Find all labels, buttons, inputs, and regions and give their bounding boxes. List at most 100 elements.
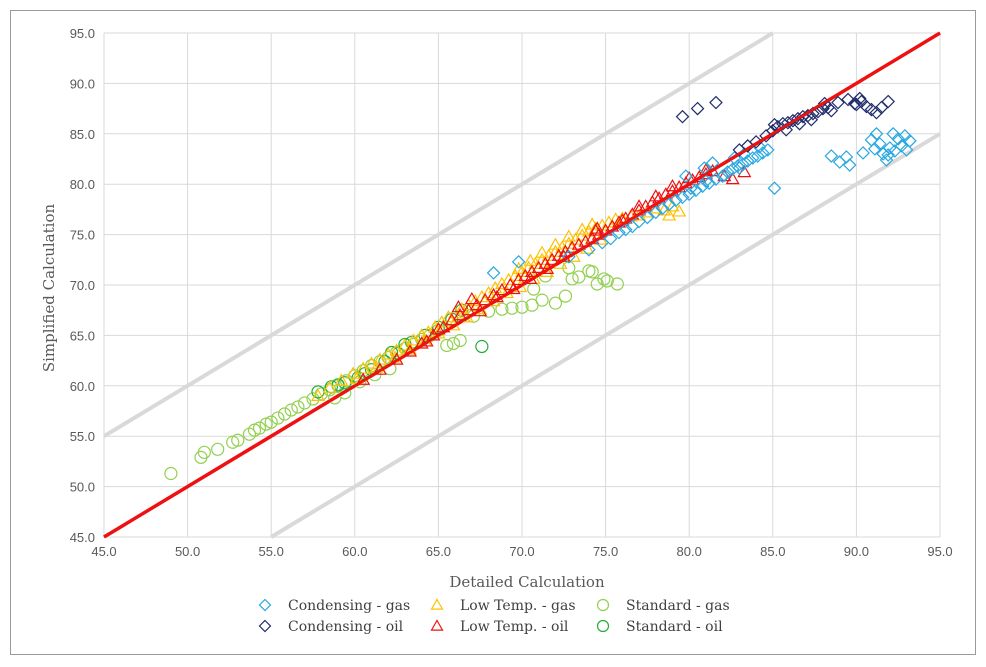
data-point [513,279,528,293]
data-point [668,193,683,208]
data-point [603,231,618,246]
data-point [211,442,225,456]
series-condensing-oil [675,91,896,157]
data-point [648,189,663,202]
data-point [749,135,763,149]
legend: Condensing - gas Condensing - oil Low Temp… [258,598,730,635]
data-point [451,299,466,313]
data-point [640,210,655,225]
data-point [453,333,467,348]
data-point [535,293,549,307]
data-point [334,373,349,386]
grid-lines [103,32,941,538]
y-tick-label: 45.0 [70,530,95,545]
data-point [535,245,550,258]
data-point [252,421,267,435]
data-point [523,253,538,266]
data-point [679,169,693,183]
data-point [682,170,697,184]
legend-marker [596,598,610,612]
data-point [689,183,703,198]
data-point [474,289,489,303]
data-point [655,201,670,216]
data-point [494,276,509,290]
legend-item: Condensing - gas [258,598,410,614]
data-point [831,95,845,110]
data-point [881,148,896,162]
x-tick-label: 55.0 [259,544,284,559]
data-point [414,328,429,341]
data-point [440,338,454,353]
data-point [431,322,446,335]
data-point [561,229,576,242]
data-point [446,336,461,351]
data-point [891,131,906,146]
data-point [824,103,839,118]
legend-label: Condensing - oil [288,619,404,635]
y-tick-label: 70.0 [70,278,95,293]
data-point [610,277,624,291]
y-tick-label: 65.0 [70,328,95,343]
data-point [665,179,680,192]
data-point [612,225,626,240]
data-point [770,119,785,134]
data-points [103,31,941,539]
data-point [755,146,770,160]
y-tick-label: 55.0 [70,429,95,444]
data-point [556,249,571,262]
x-tick-label: 60.0 [342,544,367,559]
data-point [695,179,710,194]
legend-label: Standard - oil [626,619,723,635]
x-tick-label: 80.0 [677,544,702,559]
data-point [725,171,740,185]
data-point [824,149,839,163]
data-point [597,272,611,286]
data-point [264,415,278,429]
series-low-temp-oil [356,162,752,385]
x-tick-label: 85.0 [760,544,785,559]
data-point [847,96,862,111]
legend-marker [430,598,444,610]
data-point [571,237,586,250]
legend-label: Low Temp. - gas [460,598,576,614]
data-point [588,223,603,236]
data-point [271,411,285,425]
data-point [418,328,432,342]
data-point [495,302,509,316]
y-tick-label: 60.0 [70,379,95,394]
data-point [662,197,676,212]
data-point [441,310,456,323]
data-point [690,101,705,116]
data-point [725,162,740,176]
data-point [402,342,418,355]
data-point [839,150,854,164]
data-point [590,277,604,291]
data-point [461,297,476,311]
legend-marker [596,619,610,633]
x-tick-label: 70.0 [509,544,534,559]
data-point [672,204,687,217]
data-point [475,339,489,354]
data-point [277,407,292,421]
data-point [662,208,677,221]
data-point [531,260,546,273]
legend-item: Low Temp. - gas [430,598,576,614]
data-point [197,445,211,459]
data-point [515,300,529,314]
x-tick-label: 75.0 [593,544,618,559]
data-point [732,161,747,175]
legend-item: Low Temp. - oil [430,619,569,635]
data-point [881,94,896,109]
legend-item: Standard - oil [596,619,723,635]
data-point [575,222,590,235]
legend-item: Standard - gas [596,598,730,614]
data-point [585,265,599,279]
data-point [338,386,352,400]
upper-bound-line [102,31,774,438]
tick-labels: 45.0 50.0 55.0 60.0 65.0 70.0 75.0 80.0 85.0 90.0… [70,26,953,559]
data-point [575,228,590,241]
data-point [501,272,516,286]
data-point [767,181,782,196]
data-point [869,126,884,141]
data-point [841,92,855,107]
